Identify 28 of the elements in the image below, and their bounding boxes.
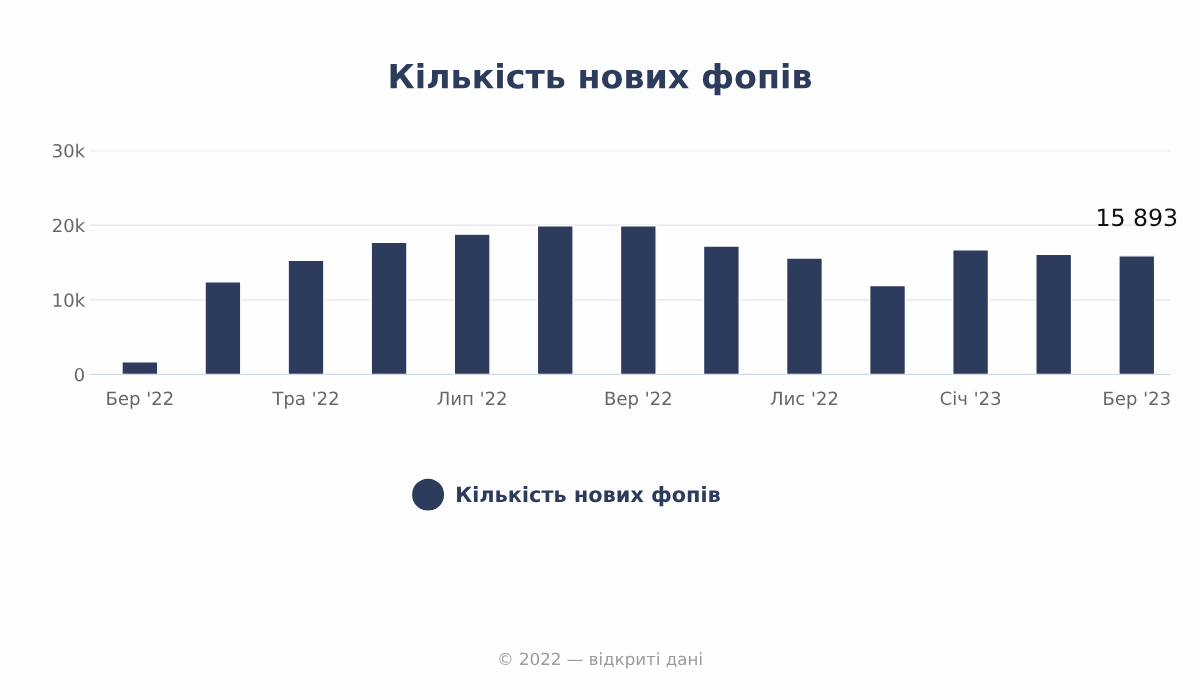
data-label: 15 893	[1098, 208, 1177, 227]
chart-title: Кількість нових фопів	[390, 63, 812, 96]
bar	[1035, 253, 1073, 375]
legend-label: Кількість нових фопів	[457, 486, 720, 507]
y-tick-label: 30k	[53, 143, 86, 158]
y-tick-label: 0	[74, 367, 84, 382]
x-tick-label: Лис '22	[770, 391, 838, 406]
text: © 2022 — відкриті дані	[499, 652, 702, 669]
bar	[952, 249, 990, 375]
bar	[702, 245, 740, 375]
bar	[619, 225, 657, 375]
bar	[1118, 255, 1156, 375]
x-tick-label: Вер '22	[605, 391, 671, 409]
bar	[370, 241, 408, 375]
y-tick-label: 10k	[53, 292, 86, 307]
bar	[785, 257, 824, 375]
bar	[868, 284, 907, 375]
x-tick-label: Лип '22	[437, 391, 506, 405]
bar	[453, 233, 491, 375]
x-tick-label: Бер '23	[1104, 391, 1170, 409]
bar	[204, 281, 242, 375]
bar	[536, 225, 574, 375]
x-tick-label: Бер '22	[107, 391, 173, 409]
bar	[121, 361, 159, 375]
x-tick-label: Січ '23	[940, 391, 1001, 406]
x-tick-label: Тра '22	[272, 391, 338, 409]
bar	[287, 259, 325, 375]
y-tick-label: 20k	[53, 218, 86, 233]
